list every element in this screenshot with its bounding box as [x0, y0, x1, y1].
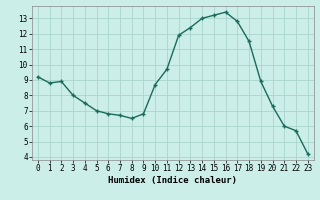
X-axis label: Humidex (Indice chaleur): Humidex (Indice chaleur) — [108, 176, 237, 185]
